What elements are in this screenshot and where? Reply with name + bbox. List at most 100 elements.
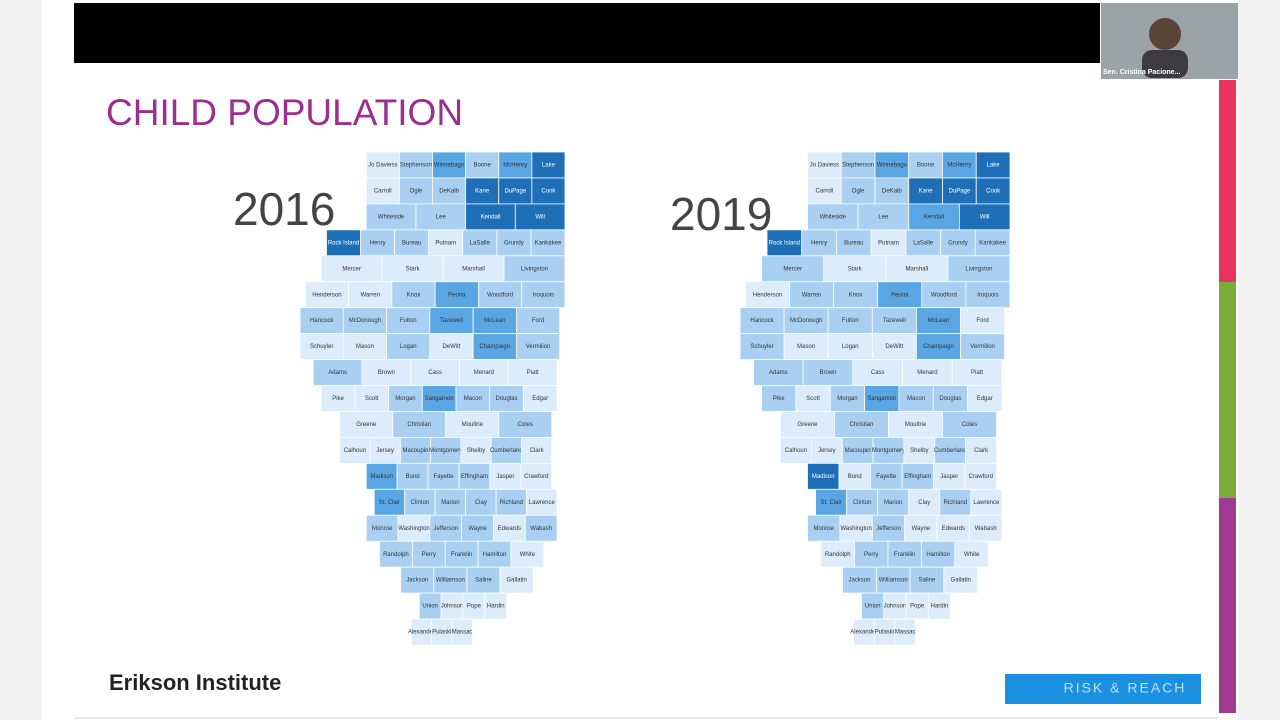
county-label: Boone: [917, 163, 935, 169]
county: [838, 462, 871, 490]
county-label: Knox: [849, 292, 863, 298]
county: [415, 203, 467, 231]
county-label: Henderson: [312, 292, 341, 298]
county-label: Calhoun: [785, 448, 807, 454]
county-label: Edwards: [498, 526, 521, 532]
county-label: Jackson: [406, 578, 428, 584]
county-label: Fayette: [434, 474, 455, 480]
participant-name: Sen. Cristina Pacione...: [1103, 69, 1180, 76]
county-label: Wayne: [912, 526, 931, 532]
county: [392, 411, 447, 438]
county-label: White: [964, 552, 980, 558]
county-label: Mason: [797, 344, 815, 350]
accent-purple: [1219, 498, 1236, 713]
county-label: Iroquois: [533, 292, 554, 298]
county-label: Putnam: [878, 240, 899, 246]
county: [745, 281, 790, 309]
county-label: Menard: [474, 370, 494, 376]
county-label: Wabash: [530, 526, 552, 532]
county-label: Champaign: [923, 344, 954, 350]
county: [507, 359, 558, 386]
county-label: Stephenson: [400, 163, 432, 169]
county-label: Bureau: [844, 240, 863, 246]
county-label: Douglas: [496, 396, 518, 402]
county: [852, 359, 903, 386]
county: [909, 566, 945, 594]
year-label: 2019: [670, 188, 772, 240]
county-label: Richland: [944, 500, 967, 506]
county-label: Lee: [878, 214, 889, 220]
county: [965, 437, 997, 464]
county-label: Effingham: [461, 474, 488, 480]
county: [510, 540, 545, 568]
county: [903, 437, 936, 464]
county: [783, 307, 829, 335]
county-label: Pulaski: [432, 630, 451, 636]
county: [444, 540, 479, 568]
county: [429, 333, 474, 360]
county-label: Woodford: [487, 292, 513, 298]
county: [522, 385, 558, 412]
county-label: Perry: [422, 552, 436, 558]
county: [887, 540, 922, 568]
county-label: Montgomery: [429, 448, 462, 454]
county-label: Stark: [848, 266, 863, 272]
county-label: Mercer: [342, 266, 361, 272]
county: [461, 514, 494, 542]
county-label: Pike: [332, 396, 344, 402]
county-label: Jo Daviess: [810, 163, 839, 169]
county: [397, 514, 431, 542]
county-label: Ogle: [410, 188, 423, 194]
county: [916, 307, 961, 335]
county: [495, 488, 527, 516]
county: [434, 281, 479, 309]
county-label: Alexander: [408, 630, 435, 636]
county-label: LaSalle: [470, 240, 491, 246]
county-label: Perry: [864, 552, 878, 558]
county-label: Peoria: [891, 292, 909, 298]
county: [921, 540, 956, 568]
county: [898, 385, 934, 412]
county-label: Massac: [452, 630, 473, 636]
county-label: Boone: [474, 163, 492, 169]
county: [445, 411, 500, 438]
county-label: Henry: [811, 240, 827, 246]
county-label: Clark: [530, 448, 545, 454]
county-label: Woodford: [931, 292, 957, 298]
county: [400, 566, 435, 594]
county: [365, 514, 399, 542]
county-label: Scott: [365, 396, 379, 402]
county-label: St. Clair: [820, 500, 841, 506]
county-label: Pike: [773, 396, 785, 402]
county: [496, 229, 532, 257]
county: [498, 411, 553, 438]
county-label: Warren: [802, 292, 821, 298]
county-label: Edwards: [942, 526, 965, 532]
county: [339, 437, 371, 464]
county-label: McLean: [484, 318, 505, 324]
county-label: Macon: [464, 396, 482, 402]
county-label: St. Clair: [379, 500, 400, 506]
county: [381, 255, 444, 283]
county: [388, 385, 423, 412]
county-label: Jasper: [940, 474, 958, 480]
county: [908, 151, 943, 179]
county: [466, 566, 501, 594]
county-label: Kane: [475, 188, 490, 194]
county-label: Morgan: [395, 396, 415, 402]
county-label: Saline: [919, 578, 936, 584]
county-label: Moultrie: [462, 422, 484, 428]
county: [827, 307, 873, 335]
county-label: Mason: [356, 344, 374, 350]
county-label: Sangamon: [867, 396, 896, 402]
county-label: Macoupin: [845, 448, 871, 454]
county-label: Washington: [398, 526, 429, 532]
county-label: Clay: [475, 500, 487, 506]
county-label: Macoupin: [402, 448, 428, 454]
county: [877, 488, 910, 516]
county-label: Knox: [407, 292, 421, 298]
county-label: Crawford: [969, 474, 993, 480]
county: [451, 618, 473, 646]
county: [499, 566, 534, 594]
